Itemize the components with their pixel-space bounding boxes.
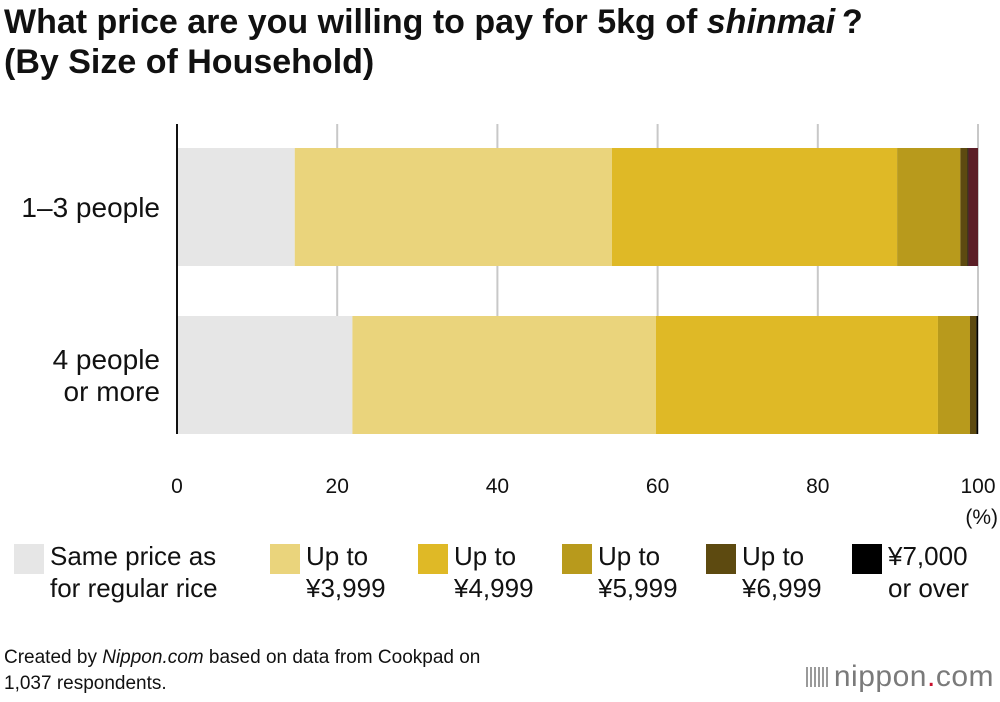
bar-segment-2-3 (655, 316, 938, 434)
logo-mark-icon (805, 667, 828, 687)
category-label-1: 1–3 people (21, 192, 160, 223)
bar-segment-2-4 (937, 316, 970, 434)
legend-label: Up to ¥4,999 (454, 541, 534, 603)
chart-legend: Same price as for regular rice Up to ¥3,999… (0, 540, 1000, 610)
bar-segment-2-1 (177, 316, 353, 434)
legend-label: Up to ¥6,999 (742, 541, 822, 603)
source-text: Created by (4, 647, 103, 668)
bar-segment-1-5 (960, 148, 968, 266)
x-tick-label-100: 100 (960, 475, 995, 498)
source-text-rest: based on data from Cookpad on (203, 647, 481, 668)
bar-segment-1-6 (967, 148, 969, 266)
logo-dot: . (926, 660, 936, 693)
legend-swatch (418, 544, 448, 574)
legend-swatch (270, 544, 300, 574)
bar-segment-2-5 (969, 316, 977, 434)
title-question-mark: ? (835, 3, 863, 41)
x-tick-label-40: 40 (486, 475, 509, 498)
category-label-2-line2: or more (64, 376, 160, 407)
legend-label: Up to ¥3,999 (306, 541, 386, 603)
legend-swatch (14, 544, 44, 574)
legend-swatch (562, 544, 592, 574)
legend-label: ¥7,000 or over (888, 541, 969, 603)
bar-segment-1-1 (177, 148, 295, 266)
x-tick-label-20: 20 (326, 475, 349, 498)
legend-label: Same price as for regular rice (50, 541, 218, 603)
logo-tld: com (935, 660, 994, 693)
title-text: What price are you willing to pay for 5k… (4, 3, 707, 41)
bar-segment-2-6 (976, 316, 978, 434)
x-tick-label-0: 0 (171, 475, 183, 498)
legend-swatch (852, 544, 882, 574)
logo-name: nippon (833, 660, 927, 693)
legend-swatch (706, 544, 736, 574)
bar-segment-1-3 (611, 148, 898, 266)
category-label-2-line1: 4 people (53, 344, 160, 375)
source-brand: Nippon.com (102, 647, 204, 668)
chart-subtitle: (By Size of Household) (4, 43, 375, 81)
legend-label: Up to ¥5,999 (598, 541, 678, 603)
x-axis-unit: (%) (965, 506, 998, 529)
title-italic-word: shinmai (706, 3, 836, 41)
chart-title: What price are you willing to pay for 5k… (4, 2, 994, 82)
bar-segment-1-7 (968, 148, 978, 266)
respondent-count: 1,037 respondents. (4, 673, 167, 694)
source-note: Created by Nippon.com based on data from… (4, 645, 480, 697)
x-tick-label-80: 80 (806, 475, 829, 498)
bar-segment-1-4 (897, 148, 961, 266)
nippon-logo: nippon.com (805, 660, 994, 694)
bar-segment-2-2 (352, 316, 656, 434)
x-tick-label-60: 60 (646, 475, 669, 498)
bar-segment-1-2 (294, 148, 612, 266)
